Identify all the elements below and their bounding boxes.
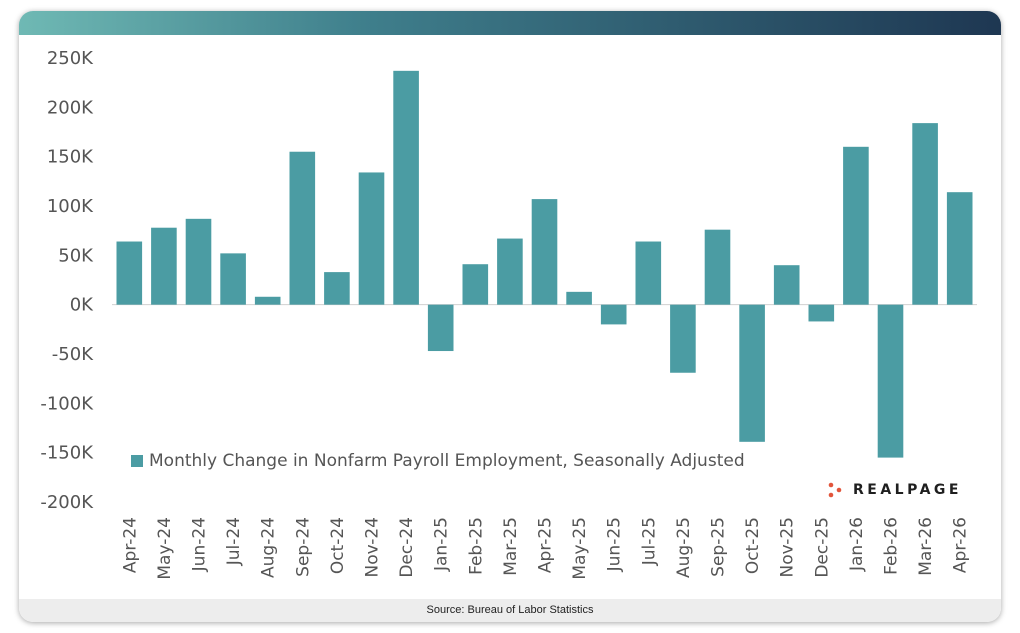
y-tick-label: 150K (47, 147, 94, 168)
bar-mar-25 (497, 238, 523, 305)
bar-may-25 (566, 291, 592, 305)
x-tick-label: Apr-26 (951, 517, 971, 573)
bar-jan-25 (427, 304, 454, 352)
bar-dec-25 (808, 304, 835, 322)
legend-label: Monthly Change in Nonfarm Payroll Employ… (149, 451, 745, 471)
x-tick-label: Oct-25 (743, 517, 763, 574)
logo-text: REALPAGE (853, 482, 962, 498)
source-note: Source: Bureau of Labor Statistics (426, 604, 594, 616)
y-tick-label: 200K (47, 97, 94, 118)
bar-jul-25 (635, 241, 662, 305)
x-tick-label: May-24 (155, 517, 175, 580)
x-tick-label: Aug-25 (674, 517, 694, 578)
y-tick-label: 0K (70, 295, 94, 316)
chart-plot: 250K 200K 150K 100K 50K 0K -50K -100K -150K -200K… (40, 48, 977, 580)
x-tick-label: Jun-24 (190, 517, 210, 572)
x-tick-label: Oct-24 (328, 517, 348, 574)
bar-jan-26 (843, 146, 869, 305)
logo-dots-icon (828, 482, 842, 498)
bar-oct-24 (324, 272, 350, 305)
x-tick-label: Jul-25 (639, 517, 659, 566)
bar-may-24 (151, 227, 177, 305)
legend: Monthly Change in Nonfarm Payroll Employ… (131, 451, 745, 471)
y-tick-label: 50K (58, 245, 94, 266)
x-tick-label: Feb-25 (466, 517, 486, 575)
x-tick-label: Jun-25 (605, 517, 625, 572)
bar-feb-26 (877, 304, 904, 458)
y-tick-label: -150K (40, 443, 94, 464)
bar-apr-26 (946, 192, 973, 305)
x-tick-label: Sep-25 (709, 517, 729, 577)
bar-oct-25 (739, 304, 765, 442)
x-tick-label: May-25 (570, 517, 590, 580)
x-tick-label: Mar-25 (501, 517, 521, 576)
x-tick-label: Feb-26 (882, 517, 902, 575)
bar-sep-25 (704, 229, 731, 305)
bar-jun-24 (185, 218, 212, 305)
x-tick-label: Jul-24 (224, 517, 244, 566)
legend-swatch (131, 455, 143, 467)
bar-aug-24 (254, 296, 281, 305)
bar-jul-24 (220, 253, 246, 305)
realpage-logo: REALPAGE (827, 481, 962, 499)
bar-dec-24 (393, 70, 419, 305)
y-tick-label: -100K (40, 393, 94, 414)
y-tick-label: -50K (52, 344, 94, 365)
chart-card: 250K 200K 150K 100K 50K 0K -50K -100K -150K -200K… (19, 11, 1001, 622)
x-tick-label: Sep-24 (293, 517, 313, 577)
x-tick-label: Mar-26 (916, 517, 936, 576)
bar-sep-24 (289, 151, 316, 305)
x-tick-label: Apr-24 (120, 517, 140, 573)
bar-mar-26 (912, 123, 938, 305)
y-tick-label: 250K (47, 48, 94, 69)
x-tick-label: Jan-26 (847, 517, 867, 572)
x-tick-label: Aug-24 (259, 517, 279, 578)
x-tick-label: Jan-25 (432, 517, 452, 572)
y-tick-label: -200K (40, 492, 94, 513)
footer-bar: Source: Bureau of Labor Statistics (19, 599, 1001, 622)
bar-aug-25 (670, 304, 696, 373)
x-tick-label: Nov-25 (778, 517, 798, 578)
bar-apr-25 (531, 199, 558, 305)
x-tick-label: Apr-25 (536, 517, 556, 573)
bar-feb-25 (462, 264, 489, 305)
x-tick-label: Nov-24 (363, 517, 383, 578)
bar-jun-25 (600, 304, 627, 325)
header-bar (19, 11, 1001, 35)
bar-nov-25 (773, 265, 800, 305)
x-tick-label: Dec-25 (812, 517, 832, 578)
x-tick-label: Dec-24 (397, 517, 417, 578)
y-tick-label: 100K (47, 196, 94, 217)
bar-nov-24 (358, 172, 385, 305)
bar-apr-24 (116, 241, 143, 305)
